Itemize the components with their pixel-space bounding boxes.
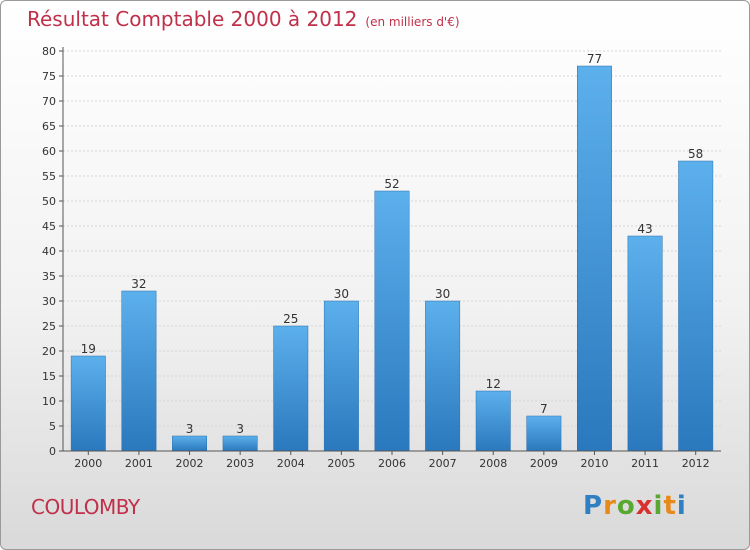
y-tick-label: 40 bbox=[42, 245, 56, 258]
bar-2012 bbox=[678, 160, 714, 452]
x-tick-label: 2011 bbox=[631, 457, 659, 470]
bar-2008 bbox=[475, 390, 511, 452]
bar-value-label: 30 bbox=[435, 287, 450, 301]
y-tick-label: 10 bbox=[42, 395, 56, 408]
logo-letter: r bbox=[603, 491, 617, 521]
bar-value-label: 77 bbox=[587, 52, 602, 66]
y-tick-label: 45 bbox=[42, 220, 56, 233]
y-tick-label: 50 bbox=[42, 195, 56, 208]
bar-value-label: 43 bbox=[637, 222, 652, 236]
bar-value-label: 30 bbox=[334, 287, 349, 301]
y-tick-label: 60 bbox=[42, 145, 56, 158]
y-tick-label: 35 bbox=[42, 270, 56, 283]
bar-2007 bbox=[425, 300, 461, 452]
y-tick-label: 55 bbox=[42, 170, 56, 183]
y-tick-label: 70 bbox=[42, 95, 56, 108]
x-tick-label: 2004 bbox=[277, 457, 305, 470]
bar-2000 bbox=[70, 355, 106, 452]
bar-2009 bbox=[526, 415, 562, 452]
y-tick-label: 30 bbox=[42, 295, 56, 308]
x-tick-label: 2009 bbox=[530, 457, 558, 470]
x-tick-label: 2001 bbox=[125, 457, 153, 470]
x-tick-label: 2005 bbox=[327, 457, 355, 470]
logo-letter: P bbox=[583, 491, 604, 521]
bar-2010 bbox=[577, 65, 612, 452]
bar-value-label: 25 bbox=[283, 312, 298, 326]
y-tick-label: 20 bbox=[42, 345, 56, 358]
bar-value-label: 52 bbox=[384, 177, 399, 191]
x-tick-label: 2007 bbox=[429, 457, 457, 470]
bar-value-label: 3 bbox=[236, 422, 244, 436]
bar-value-label: 19 bbox=[81, 342, 96, 356]
bar-value-label: 3 bbox=[186, 422, 194, 436]
x-tick-label: 2000 bbox=[74, 457, 102, 470]
chart-title: Résultat Comptable 2000 à 2012 (en millie… bbox=[27, 7, 460, 31]
bar-2002 bbox=[172, 435, 207, 452]
x-tick-label: 2012 bbox=[682, 457, 710, 470]
bar-2001 bbox=[121, 290, 157, 452]
logo-letter: o bbox=[616, 491, 636, 521]
logo-letter: x bbox=[635, 491, 654, 521]
commune-name: COULOMBY bbox=[31, 495, 140, 519]
y-tick-label: 65 bbox=[42, 120, 56, 133]
bar-value-label: 32 bbox=[131, 277, 146, 291]
bar-value-label: 12 bbox=[486, 377, 501, 391]
bar-2003 bbox=[222, 435, 258, 452]
x-tick-label: 2003 bbox=[226, 457, 254, 470]
chart-subtitle: (en milliers d'€) bbox=[365, 15, 460, 29]
y-tick-label: 5 bbox=[49, 420, 56, 433]
x-tick-label: 2006 bbox=[378, 457, 406, 470]
y-tick-label: 0 bbox=[49, 445, 56, 458]
chart-title-text: Résultat Comptable 2000 à 2012 bbox=[27, 7, 358, 31]
x-tick-label: 2002 bbox=[176, 457, 204, 470]
bar-2005 bbox=[323, 300, 359, 452]
y-tick-label: 80 bbox=[42, 45, 56, 58]
y-tick-label: 25 bbox=[42, 320, 56, 333]
x-tick-label: 2008 bbox=[479, 457, 507, 470]
bar-value-label: 7 bbox=[540, 402, 548, 416]
bar-2004 bbox=[273, 325, 309, 452]
x-tick-label: 2010 bbox=[580, 457, 608, 470]
bar-2011 bbox=[627, 235, 663, 452]
y-tick-label: 75 bbox=[42, 70, 56, 83]
bar-value-label: 58 bbox=[688, 147, 703, 161]
logo-letter: t bbox=[663, 491, 677, 521]
y-tick-label: 15 bbox=[42, 370, 56, 383]
bar-2006 bbox=[374, 190, 410, 452]
logo-letter: i bbox=[653, 491, 664, 521]
logo-letter: i bbox=[676, 491, 687, 521]
proxiti-logo: Proxiti bbox=[583, 491, 687, 521]
